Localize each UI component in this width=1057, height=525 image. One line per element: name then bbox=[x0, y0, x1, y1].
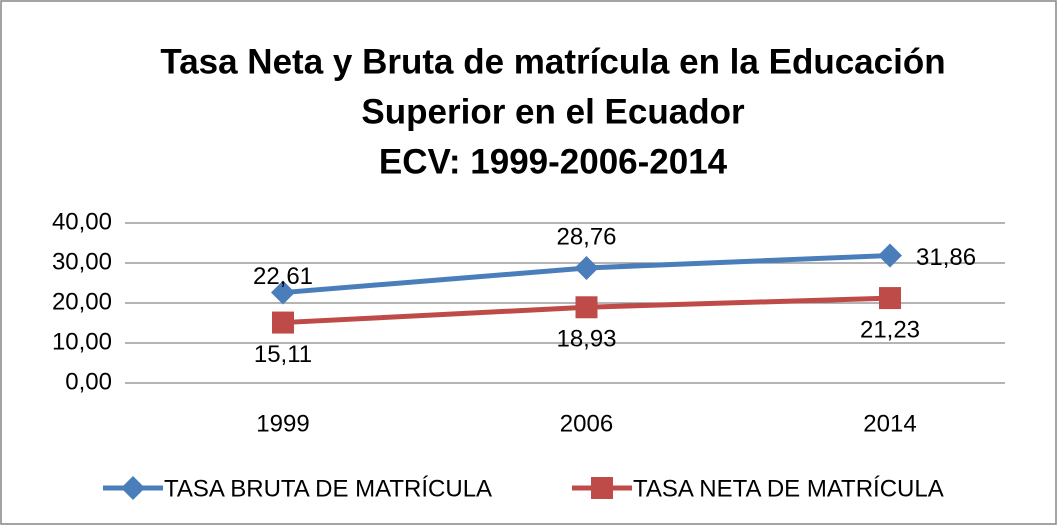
y-tick-label: 40,00 bbox=[52, 208, 112, 235]
data-point bbox=[272, 311, 294, 334]
chart-title: ECV: 1999-2006-2014 bbox=[379, 142, 728, 181]
x-tick-label: 2006 bbox=[560, 410, 613, 437]
data-label: 15,11 bbox=[254, 341, 312, 368]
data-point bbox=[878, 243, 902, 268]
y-tick-label: 30,00 bbox=[52, 248, 112, 275]
x-tick-label: 2014 bbox=[863, 410, 916, 437]
data-label: 31,86 bbox=[916, 244, 976, 271]
data-point bbox=[574, 255, 599, 280]
y-tick-label: 20,00 bbox=[52, 288, 112, 315]
chart-title: Tasa Neta y Bruta de matrícula en la Edu… bbox=[160, 42, 945, 81]
data-label: 22,61 bbox=[253, 263, 313, 290]
legend-label: TASA BRUTA DE MATRÍCULA bbox=[164, 475, 492, 502]
x-tick-label: 1999 bbox=[256, 410, 309, 437]
data-point bbox=[271, 280, 295, 305]
legend-label: TASA NETA DE MATRÍCULA bbox=[633, 475, 944, 502]
legend-marker bbox=[121, 476, 145, 500]
data-label: 21,23 bbox=[860, 316, 920, 343]
data-label: 18,93 bbox=[556, 326, 616, 353]
data-label: 28,76 bbox=[556, 223, 616, 250]
data-point bbox=[575, 296, 598, 319]
y-tick-label: 0,00 bbox=[65, 368, 112, 395]
data-point bbox=[879, 287, 901, 310]
chart-title: Superior en el Ecuador bbox=[361, 92, 745, 131]
y-tick-label: 10,00 bbox=[52, 328, 112, 355]
legend-marker bbox=[591, 477, 613, 499]
